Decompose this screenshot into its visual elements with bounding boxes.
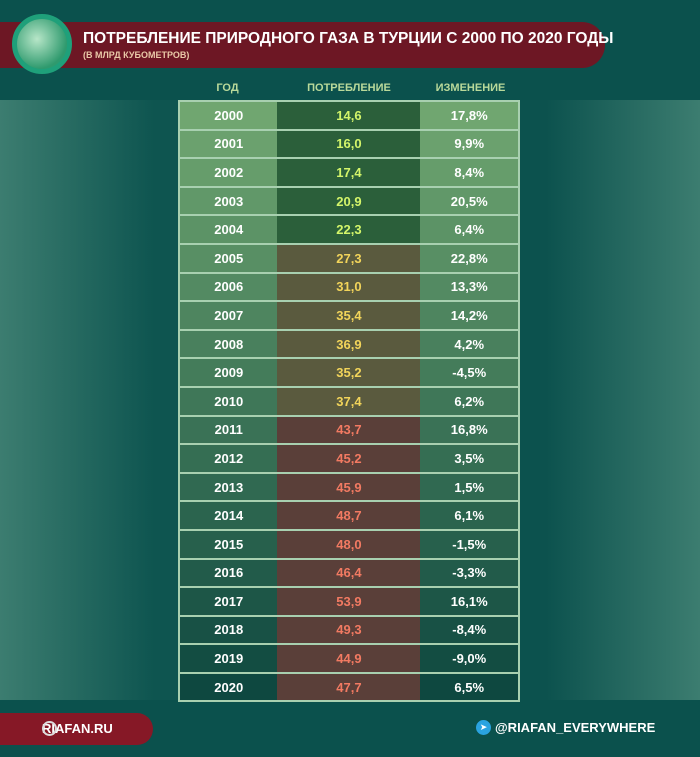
year-cell: 2012 xyxy=(179,443,278,473)
consumption-cell: 53,9 xyxy=(277,586,421,616)
year-cell: 2003 xyxy=(179,185,278,216)
globe-icon xyxy=(42,721,57,736)
year-cell: 2015 xyxy=(179,528,278,559)
table-row: 2016 46,4 -3,3% xyxy=(179,557,519,588)
year-cell: 2005 xyxy=(179,242,278,273)
change-cell: 9,9% xyxy=(420,128,519,159)
table-row: 2012 45,2 3,5% xyxy=(179,443,519,473)
change-cell: 8,4% xyxy=(420,157,519,187)
change-cell: -3,3% xyxy=(420,557,519,588)
change-cell: 13,3% xyxy=(420,271,519,302)
year-cell: 2001 xyxy=(179,128,278,159)
table-row: 2017 53,9 16,1% xyxy=(179,586,519,616)
consumption-cell: 45,9 xyxy=(277,471,421,502)
consumption-cell: 45,2 xyxy=(277,443,421,473)
change-cell: 16,8% xyxy=(420,414,519,445)
table-row: 2005 27,3 22,8% xyxy=(179,242,519,273)
consumption-cell: 16,0 xyxy=(277,128,421,159)
table-row: 2020 47,7 6,5% xyxy=(179,671,519,702)
consumption-cell: 47,7 xyxy=(277,671,421,702)
year-cell: 2002 xyxy=(179,157,278,187)
change-cell: 6,4% xyxy=(420,214,519,244)
table-row: 2013 45,9 1,5% xyxy=(179,471,519,502)
column-header-consumption: ПОТРЕБЛЕНИЕ xyxy=(307,82,391,94)
table-row: 2009 35,2 -4,5% xyxy=(179,357,519,387)
site-link[interactable]: RIAFAN.RU xyxy=(0,713,153,745)
year-cell: 2017 xyxy=(179,586,278,616)
change-cell: 14,2% xyxy=(420,300,519,330)
table-row: 2004 22,3 6,4% xyxy=(179,214,519,244)
change-cell: 1,5% xyxy=(420,471,519,502)
year-cell: 2008 xyxy=(179,328,278,359)
year-cell: 2009 xyxy=(179,357,278,387)
table-row: 2006 31,0 13,3% xyxy=(179,271,519,302)
change-cell: -9,0% xyxy=(420,643,519,673)
change-cell: 6,5% xyxy=(420,671,519,702)
change-cell: 17,8% xyxy=(420,100,519,130)
change-cell: -1,5% xyxy=(420,528,519,559)
table-row: 2000 14,6 17,8% xyxy=(179,100,519,130)
page-subtitle: (В МЛРД КУБОМЕТРОВ) xyxy=(83,50,190,60)
year-cell: 2014 xyxy=(179,500,278,530)
change-cell: -8,4% xyxy=(420,614,519,645)
change-cell: 3,5% xyxy=(420,443,519,473)
change-cell: 16,1% xyxy=(420,586,519,616)
consumption-cell: 43,7 xyxy=(277,414,421,445)
change-cell: 6,2% xyxy=(420,385,519,416)
table-row: 2010 37,4 6,2% xyxy=(179,385,519,416)
consumption-cell: 35,2 xyxy=(277,357,421,387)
year-cell: 2020 xyxy=(179,671,278,702)
consumption-cell: 35,4 xyxy=(277,300,421,330)
change-cell: 6,1% xyxy=(420,500,519,530)
year-cell: 2000 xyxy=(179,100,278,130)
consumption-cell: 49,3 xyxy=(277,614,421,645)
year-cell: 2004 xyxy=(179,214,278,244)
year-cell: 2013 xyxy=(179,471,278,502)
consumption-cell: 14,6 xyxy=(277,100,421,130)
title-banner xyxy=(0,22,605,68)
year-cell: 2016 xyxy=(179,557,278,588)
year-cell: 2010 xyxy=(179,385,278,416)
telegram-handle[interactable]: @RIAFAN_EVERYWHERE xyxy=(495,720,656,735)
column-header-year: ГОД xyxy=(216,82,239,94)
consumption-cell: 20,9 xyxy=(277,185,421,216)
consumption-cell: 46,4 xyxy=(277,557,421,588)
consumption-cell: 36,9 xyxy=(277,328,421,359)
telegram-icon: ➤ xyxy=(476,720,491,735)
year-cell: 2018 xyxy=(179,614,278,645)
table-row: 2015 48,0 -1,5% xyxy=(179,528,519,559)
table-row: 2011 43,7 16,8% xyxy=(179,414,519,445)
table-row: 2002 17,4 8,4% xyxy=(179,157,519,187)
consumption-cell: 17,4 xyxy=(277,157,421,187)
table-row: 2019 44,9 -9,0% xyxy=(179,643,519,673)
column-header-change: ИЗМЕНЕНИЕ xyxy=(435,82,506,94)
change-cell: -4,5% xyxy=(420,357,519,387)
table-row: 2014 48,7 6,1% xyxy=(179,500,519,530)
year-cell: 2006 xyxy=(179,271,278,302)
consumption-cell: 27,3 xyxy=(277,242,421,273)
data-table: 2000 14,6 17,8% 2001 16,0 9,9% 2002 17,4 8,4% 200… xyxy=(178,100,520,703)
table-row: 2008 36,9 4,2% xyxy=(179,328,519,359)
change-cell: 20,5% xyxy=(420,185,519,216)
consumption-cell: 48,7 xyxy=(277,500,421,530)
table-row: 2018 49,3 -8,4% xyxy=(179,614,519,645)
globe-logo-icon xyxy=(12,14,72,74)
page-title: ПОТРЕБЛЕНИЕ ПРИРОДНОГО ГАЗА В ТУРЦИИ С 2… xyxy=(83,30,614,47)
change-cell: 22,8% xyxy=(420,242,519,273)
consumption-cell: 22,3 xyxy=(277,214,421,244)
year-cell: 2007 xyxy=(179,300,278,330)
consumption-cell: 31,0 xyxy=(277,271,421,302)
year-cell: 2011 xyxy=(179,414,278,445)
table-row: 2003 20,9 20,5% xyxy=(179,185,519,216)
change-cell: 4,2% xyxy=(420,328,519,359)
consumption-cell: 48,0 xyxy=(277,528,421,559)
consumption-cell: 37,4 xyxy=(277,385,421,416)
table-row: 2001 16,0 9,9% xyxy=(179,128,519,159)
table-row: 2007 35,4 14,2% xyxy=(179,300,519,330)
year-cell: 2019 xyxy=(179,643,278,673)
consumption-cell: 44,9 xyxy=(277,643,421,673)
